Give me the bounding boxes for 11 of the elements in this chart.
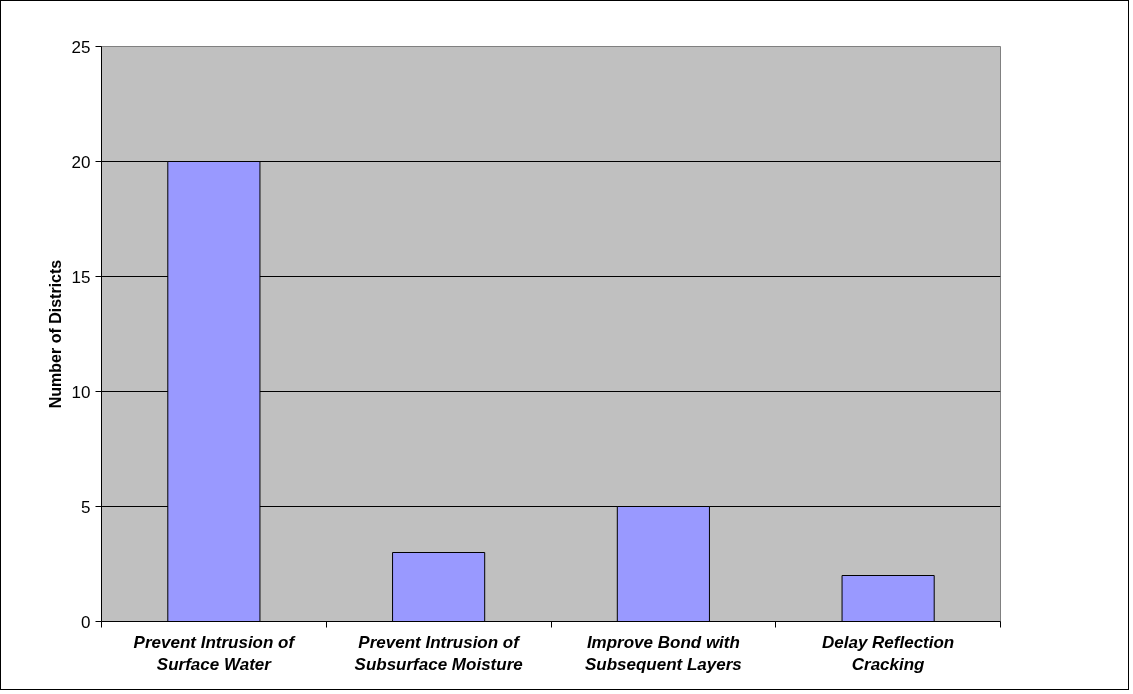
y-tick-label: 20 — [71, 152, 91, 172]
y-axis-title: Number of Districts — [46, 259, 64, 409]
x-tick-label: Prevent Intrusion of Subsurface Moisture — [354, 632, 523, 675]
x-tick-label: Improve Bond with Subsequent Layers — [584, 632, 742, 675]
x-tick-label: Prevent Intrusion of Surface Water — [133, 632, 297, 675]
y-tick-label: 25 — [71, 37, 91, 57]
y-tick-label: 5 — [81, 497, 91, 517]
x-tick-label: Delay Reflection Cracking — [821, 632, 955, 675]
y-tick-label: 15 — [71, 267, 91, 287]
y-tick-label: 0 — [81, 612, 91, 632]
y-tick-label: 10 — [71, 382, 91, 402]
